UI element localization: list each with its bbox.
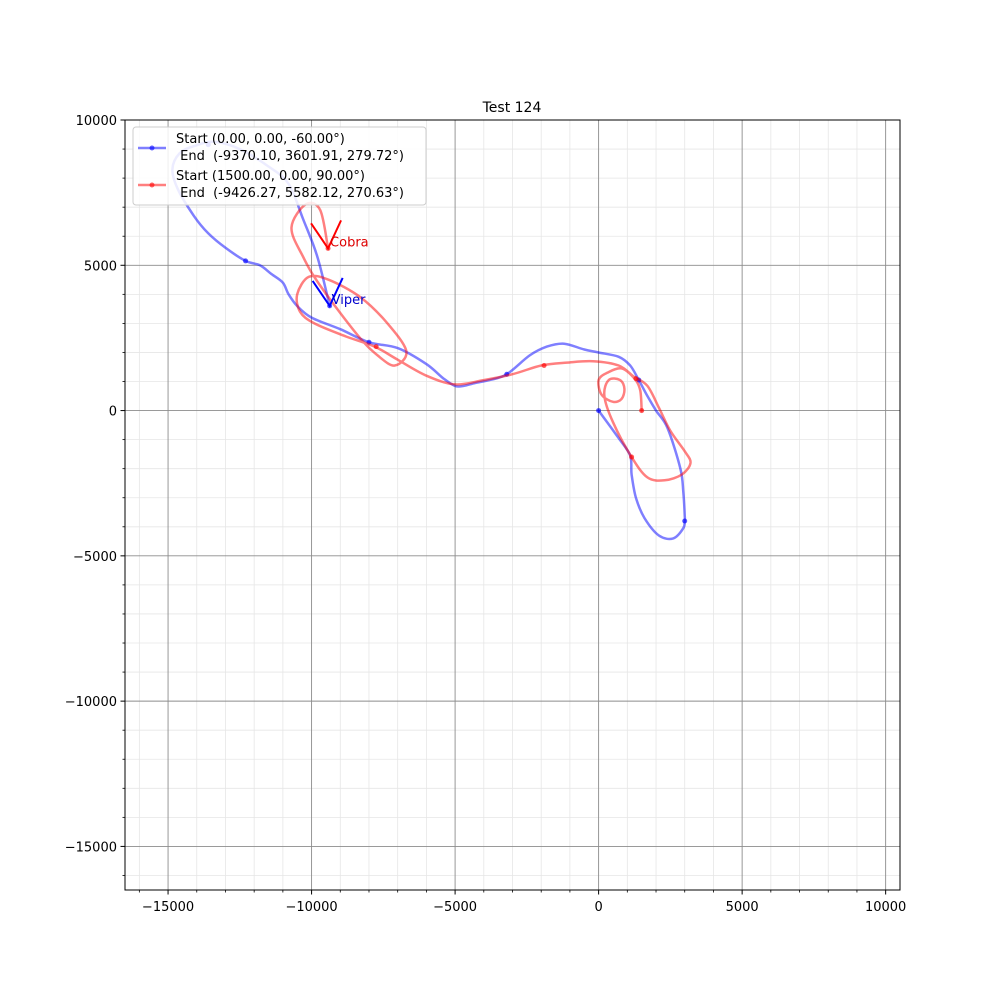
y-tick-label: 0 xyxy=(109,405,117,420)
x-tick-label: −15000 xyxy=(142,900,194,915)
y-tick-label: 5000 xyxy=(84,259,117,274)
y-tick-label: −5000 xyxy=(73,550,117,565)
series-label-cobra: Cobra xyxy=(330,235,369,250)
y-tick-label: 10000 xyxy=(76,114,117,129)
series-marker-cobra xyxy=(633,376,639,382)
plot-area: Viper Cobra xyxy=(124,119,901,891)
legend-viper-line2: End (-9370.10, 3601.91, 279.72°) xyxy=(176,149,404,164)
series-line-cobra xyxy=(290,201,692,482)
x-tick-label: 10000 xyxy=(865,900,906,915)
series-marker-viper xyxy=(243,258,249,264)
legend-box xyxy=(132,126,427,206)
series-label-viper: Viper xyxy=(332,293,366,308)
legend-cobra-line2: End (-9426.27, 5582.12, 270.63°) xyxy=(176,186,404,201)
x-tick-label: 0 xyxy=(594,900,602,915)
y-tick-label: −10000 xyxy=(65,695,117,710)
legend-cobra-line1: Start (1500.00, 0.00, 90.00°) xyxy=(176,169,365,184)
chart-title: Test 124 xyxy=(482,100,542,116)
y-axis: 10000 5000 0 −5000 −10000 −15000 xyxy=(65,114,125,876)
legend-marker-viper xyxy=(149,145,155,151)
series-marker-cobra xyxy=(541,363,547,369)
legend-marker-cobra xyxy=(149,182,155,188)
series-marker-cobra xyxy=(629,454,635,460)
heading-glyph-viper xyxy=(311,277,344,308)
series-marker-viper xyxy=(596,408,602,414)
series-marker-cobra xyxy=(639,408,645,414)
x-tick-label: −5000 xyxy=(433,900,477,915)
legend-viper-line1: Start (0.00, 0.00, -60.00°) xyxy=(176,132,345,147)
series-marker-viper xyxy=(682,518,688,524)
heading-glyph-cobra xyxy=(310,219,342,251)
x-axis: −15000 −10000 −5000 0 5000 10000 xyxy=(138,890,906,915)
major-grid xyxy=(125,119,900,890)
y-tick-label: −15000 xyxy=(65,840,117,855)
x-tick-label: 5000 xyxy=(726,900,759,915)
x-tick-label: −10000 xyxy=(285,900,337,915)
minor-grid xyxy=(125,120,900,890)
legend: Start (0.00, 0.00, -60.00°) End (-9370.1… xyxy=(132,126,427,206)
annotation-layer: Viper Cobra xyxy=(310,219,369,308)
series-marker-cobra xyxy=(373,344,379,350)
